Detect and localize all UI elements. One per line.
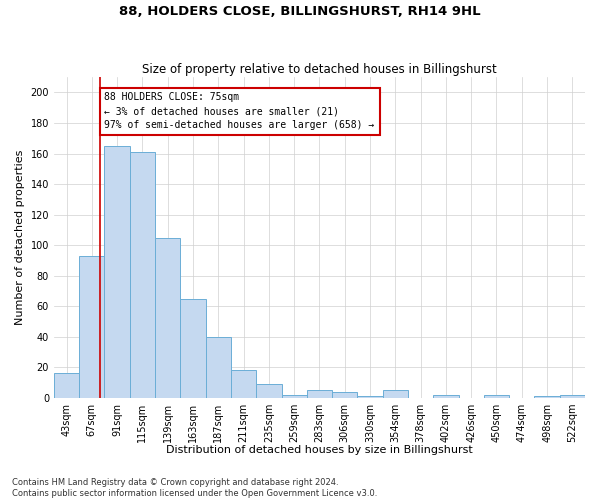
Title: Size of property relative to detached houses in Billingshurst: Size of property relative to detached ho… <box>142 63 497 76</box>
Y-axis label: Number of detached properties: Number of detached properties <box>15 150 25 325</box>
Text: 88 HOLDERS CLOSE: 75sqm
← 3% of detached houses are smaller (21)
97% of semi-det: 88 HOLDERS CLOSE: 75sqm ← 3% of detached… <box>104 92 375 130</box>
Text: 88, HOLDERS CLOSE, BILLINGSHURST, RH14 9HL: 88, HOLDERS CLOSE, BILLINGSHURST, RH14 9… <box>119 5 481 18</box>
Bar <box>256 384 281 398</box>
Bar <box>231 370 256 398</box>
Bar <box>181 298 206 398</box>
Bar <box>206 337 231 398</box>
Bar <box>433 395 458 398</box>
Bar <box>383 390 408 398</box>
Bar <box>281 395 307 398</box>
Bar <box>484 395 509 398</box>
Bar <box>130 152 155 398</box>
Bar <box>307 390 332 398</box>
Bar <box>79 256 104 398</box>
Text: Contains HM Land Registry data © Crown copyright and database right 2024.
Contai: Contains HM Land Registry data © Crown c… <box>12 478 377 498</box>
Bar <box>54 374 79 398</box>
Bar <box>332 392 358 398</box>
Bar <box>358 396 383 398</box>
Bar <box>155 238 181 398</box>
X-axis label: Distribution of detached houses by size in Billingshurst: Distribution of detached houses by size … <box>166 445 473 455</box>
Bar <box>535 396 560 398</box>
Bar <box>104 146 130 398</box>
Bar <box>560 395 585 398</box>
